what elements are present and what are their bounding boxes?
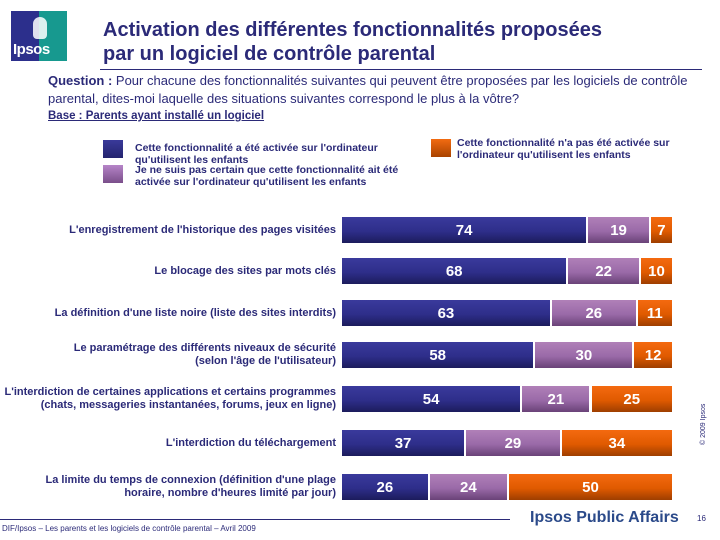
bar-value-label: 63: [437, 304, 455, 322]
bar-value-label: 68: [445, 262, 463, 280]
bar-segment-activated: 37: [342, 430, 465, 456]
question-body: Pour chacune des fonctionnalités suivant…: [48, 73, 688, 106]
bar-segment-unsure: 24: [429, 474, 507, 500]
bar-value-label: 24: [460, 478, 477, 496]
bar-value-label: 54: [422, 390, 440, 408]
bar-value-label: 21: [547, 390, 565, 408]
category-label: L'interdiction de certaines applications…: [4, 386, 337, 411]
category-label: L'enregistrement de l'historique des pag…: [69, 223, 336, 236]
bar-value-label: 29: [504, 434, 522, 452]
bar-value-label: 7: [657, 221, 666, 239]
bar-segment-not-activated: 34: [561, 430, 672, 456]
page-title: Activation des différentes fonctionnalit…: [103, 18, 602, 66]
bar-segment-activated: 58: [342, 342, 534, 368]
page-number: 16: [697, 514, 706, 523]
bar-value-label: 58: [429, 346, 447, 364]
legend-swatch-not-activated: [431, 139, 451, 157]
bar-segment-not-activated: 25: [591, 386, 672, 412]
bar-segment-unsure: 30: [535, 342, 633, 368]
bar-segment-activated: 68: [342, 258, 567, 284]
legend-label-not-activated: Cette fonctionnalité n'a pas été activée…: [457, 137, 670, 161]
bar-value-label: 26: [585, 304, 603, 322]
bar-segment-not-activated: 50: [509, 474, 672, 500]
bar-segment-unsure: 19: [588, 217, 649, 243]
question-label: Question :: [48, 73, 113, 88]
bar-value-label: 19: [610, 221, 627, 239]
category-label: Le blocage des sites par mots clés: [154, 264, 336, 277]
category-label: L'interdiction du téléchargement: [165, 436, 336, 449]
bar-segment-not-activated: 7: [650, 217, 672, 243]
bar-value-label: 26: [376, 478, 394, 496]
base-note: Base : Parents ayant installé un logicie…: [48, 110, 265, 122]
footer-divider: [0, 519, 510, 520]
bar-value-label: 37: [394, 434, 412, 452]
title-divider: [100, 69, 702, 70]
bar-value-label: 50: [582, 478, 599, 496]
legend-label-activated: Cette fonctionnalité a été activée sur l…: [135, 142, 378, 166]
bar-value-label: 25: [623, 390, 641, 408]
bar-segment-unsure: 26: [551, 300, 636, 326]
bar-segment-not-activated: 11: [637, 300, 672, 326]
bar-segment-not-activated: 12: [634, 342, 672, 368]
category-label: La limite du temps de connexion (définit…: [45, 474, 336, 499]
category-label: Le paramétrage des différents niveaux de…: [73, 342, 336, 367]
bar-segment-not-activated: 10: [641, 258, 672, 284]
legend-swatch-unsure: [103, 165, 123, 183]
bar-value-label: 12: [644, 346, 662, 364]
bar-segment-activated: 54: [342, 386, 521, 412]
question-text: Question : Pour chacune des fonctionnali…: [48, 72, 718, 108]
bar-value-label: 22: [595, 262, 613, 280]
bar-segment-unsure: 29: [466, 430, 560, 456]
bar-segment-activated: 63: [342, 300, 550, 326]
ipsos-logo: Ipsos: [11, 11, 67, 61]
bar-segment-activated: 26: [342, 474, 428, 500]
bar-segment-unsure: 22: [568, 258, 639, 284]
logo-text: Ipsos: [13, 41, 50, 58]
bar-value-label: 10: [648, 262, 665, 280]
bar-value-label: 11: [646, 304, 663, 322]
title-line-1: Activation des différentes fonctionnalit…: [103, 19, 602, 41]
title-line-2: par un logiciel de contrôle parental: [103, 43, 436, 65]
bar-segment-unsure: 21: [522, 386, 590, 412]
bar-value-label: 34: [608, 434, 626, 452]
legend-swatch-activated: [103, 140, 123, 158]
head-silhouette-icon: [33, 17, 47, 39]
copyright-note: © 2009 Ipsos: [700, 403, 707, 445]
legend-label-unsure: Je ne suis pas certain que cette fonctio…: [135, 164, 399, 188]
bar-segment-activated: 74: [342, 217, 587, 243]
brand-name: Ipsos Public Affairs: [530, 509, 679, 526]
footer-source: DIF/Ipsos – Les parents et les logiciels…: [2, 524, 256, 533]
bar-value-label: 30: [575, 346, 593, 364]
bar-value-label: 74: [455, 221, 473, 239]
category-label: La définition d'une liste noire (liste d…: [54, 306, 336, 319]
